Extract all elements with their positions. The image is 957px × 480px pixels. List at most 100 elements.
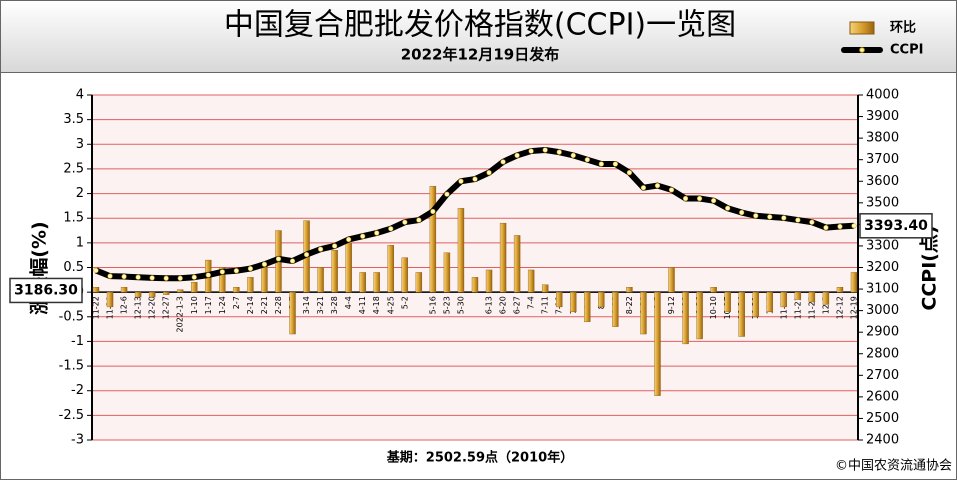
y-tick-label: 1.5: [63, 211, 84, 226]
bar: [710, 287, 717, 293]
line-point: [851, 223, 857, 229]
bar: [654, 291, 661, 396]
bar: [513, 235, 521, 293]
legend-swatch-point: [859, 47, 865, 53]
bar: [387, 245, 394, 293]
bar: [850, 272, 858, 293]
y2-tick-label: 3600: [866, 174, 899, 189]
y-tick-label: -0.5: [59, 309, 84, 324]
bar: [584, 291, 591, 322]
y2-tick-label: 3800: [866, 131, 899, 146]
bar: [247, 277, 254, 293]
bar: [120, 287, 128, 293]
line-point: [303, 251, 310, 258]
footnote: 基期：2502.59点（2010年）: [386, 450, 573, 466]
bar: [289, 291, 296, 335]
bar: [134, 291, 142, 298]
y-tick-label: 1: [76, 235, 84, 250]
bar: [162, 291, 170, 295]
bar: [640, 291, 647, 335]
bar: [794, 291, 802, 300]
bar: [331, 250, 338, 293]
y-tick-label: 2.5: [63, 161, 84, 176]
x-tick-label: 5-23: [442, 296, 451, 314]
line-point: [247, 265, 254, 272]
x-tick-label: 8-22: [625, 296, 634, 314]
x-tick-label: 6-27: [513, 296, 522, 314]
y-tick-label: 0.5: [63, 260, 84, 275]
line-point: [289, 258, 296, 264]
line-point: [654, 182, 661, 189]
header: [0, 0, 957, 73]
x-tick-label: 6-13: [485, 296, 494, 314]
bar: [359, 272, 366, 293]
x-tick-label: 5-30: [456, 296, 465, 314]
line-point: [584, 157, 590, 163]
line-point: [682, 195, 689, 202]
x-tick-label: 4-25: [386, 296, 395, 314]
line-point: [135, 274, 141, 280]
x-tick-label: 1-24: [218, 296, 227, 314]
x-tick-label: 12-12: [835, 296, 844, 319]
bar: [401, 257, 409, 293]
line-point: [781, 215, 787, 221]
x-tick-label: 3-28: [330, 296, 339, 314]
y-tick-label: -1: [71, 334, 84, 349]
x-tick-label: 11-21: [793, 296, 802, 319]
x-tick-label: 4-18: [372, 296, 381, 314]
bar: [415, 272, 423, 293]
bar: [527, 269, 535, 293]
y-tick-label: -2: [71, 383, 84, 398]
line-point: [472, 176, 478, 182]
line-point: [542, 147, 548, 153]
line-point: [668, 187, 675, 193]
x-tick-label: 3-14: [302, 296, 311, 314]
bar: [682, 291, 689, 345]
y-tick-label: 4: [76, 88, 84, 103]
value-label-box: [859, 213, 933, 239]
x-tick-label: 4-11: [358, 296, 367, 314]
x-tick-label: 12-19: [850, 296, 859, 319]
bar: [752, 291, 759, 317]
bar: [471, 277, 479, 293]
line-point: [612, 161, 618, 167]
line-point: [346, 236, 352, 243]
x-tick-label: 2-21: [260, 296, 269, 314]
bar: [836, 287, 844, 293]
line-point: [837, 223, 843, 230]
line-point: [177, 275, 183, 281]
line-point: [598, 161, 604, 167]
x-tick-label: 12-5: [821, 296, 830, 314]
line-point: [795, 217, 801, 223]
x-tick-label: 1-17: [204, 296, 213, 314]
line-point: [93, 267, 99, 274]
y-tick-label: -2.5: [59, 408, 84, 423]
y2-tick-label: 3900: [866, 109, 899, 124]
x-tick-label: 3-21: [316, 296, 325, 314]
bar: [219, 267, 226, 293]
y2-tick-label: 3100: [866, 282, 899, 297]
line-point: [416, 217, 422, 223]
x-tick-label: 6-20: [499, 296, 508, 314]
x-tick-label: 2-7: [232, 296, 241, 309]
x-tick-label: 10-10: [709, 296, 718, 319]
x-tick-label: 7-4: [527, 296, 536, 309]
source: ©中国农资流通协会: [835, 459, 952, 474]
line-point: [107, 273, 113, 279]
x-tick-label: 9-12: [667, 296, 676, 314]
line-point: [332, 243, 338, 249]
bar: [626, 287, 633, 293]
bar: [668, 267, 675, 293]
bar: [598, 291, 605, 308]
y2-tick-label: 2500: [866, 411, 899, 426]
bar: [191, 282, 198, 293]
line-point: [149, 275, 155, 281]
bar: [429, 185, 437, 293]
line-point: [739, 209, 745, 216]
x-tick-label: 11-22: [92, 296, 101, 319]
y2-tick-label: 3200: [866, 260, 899, 275]
bar: [808, 291, 816, 303]
x-tick-label: 11-28: [807, 296, 816, 319]
line-point: [444, 191, 450, 197]
